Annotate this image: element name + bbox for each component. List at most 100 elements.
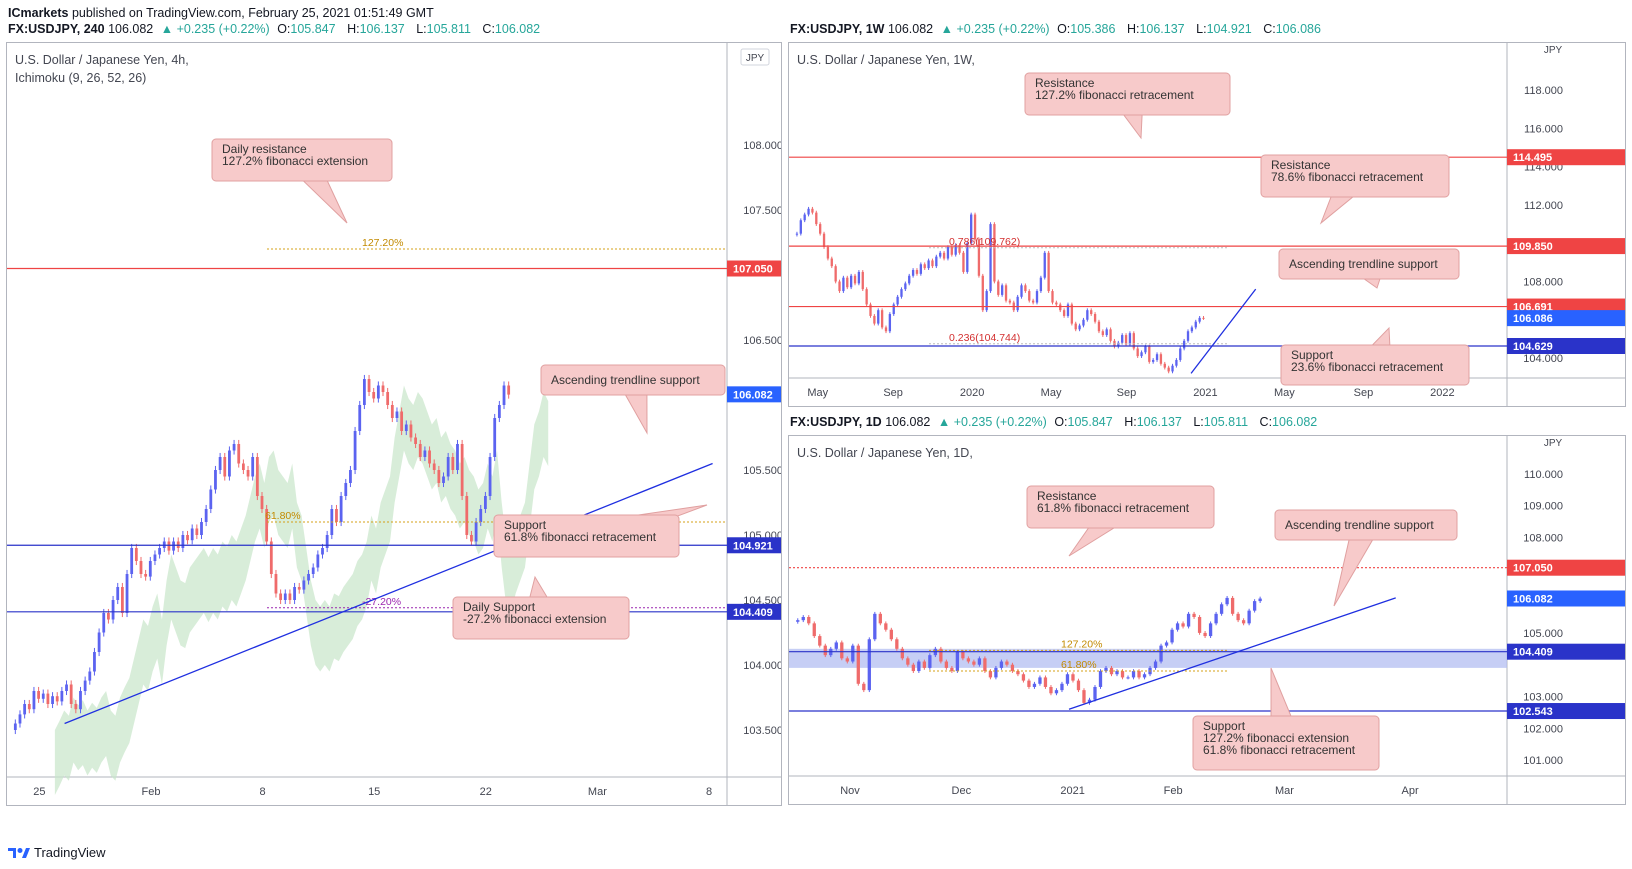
candle-body [939,252,942,257]
level-tag [727,260,781,277]
candle-body [1008,300,1012,303]
candle-body [922,661,927,668]
candle-body [1016,671,1020,675]
candle-body [1082,690,1086,703]
candle-body [807,617,811,624]
candle-body [144,574,148,577]
candle-body [834,266,837,282]
level-tag [727,603,781,620]
candle-body [958,245,961,253]
d1-low: L:105.811 [1193,415,1249,429]
candle-body [1171,365,1174,372]
candle-body [846,277,849,288]
candle-body [849,275,853,288]
callout-box [211,138,393,182]
candle-body [1093,686,1097,700]
h4-symbol: FX:USDJPY, 240 [8,22,105,36]
callout-text: Ascending trendline support [551,373,700,387]
x-tick-label: 8 [260,786,266,798]
y-tick-label: 108.000 [1523,276,1563,288]
candle-body [803,214,806,221]
candle-body [1010,664,1015,672]
candle-body [414,437,417,444]
candle-body [311,567,315,574]
x-tick-label: 2021 [1193,387,1217,399]
candle-body [93,652,96,672]
candle-body [857,271,861,284]
candle-body [307,574,310,581]
h4-change: ▲ +0.235 (+0.22%) [160,22,270,36]
candle-body [1214,613,1218,624]
last-price-label: 106.082 [733,389,773,401]
candle-body [255,457,259,496]
candle-body [362,379,366,405]
candle-body [335,509,338,522]
h4-chart-svg[interactable]: JPY108.000107.500106.500105.500105.00010… [7,43,782,806]
candle-body [18,714,22,724]
candle-body [1159,354,1163,364]
candle-body [927,260,930,269]
d1-open: O:105.847 [1054,415,1113,429]
candle-body [966,658,971,662]
candle-body [1182,340,1186,349]
chart-panel-4h[interactable]: U.S. Dollar / Japanese Yen, 4h, Ichimoku… [6,42,782,806]
candle-body [1070,304,1074,324]
candle-body [418,444,422,457]
candle-body [1038,677,1042,684]
x-tick-label: Mar [588,786,607,798]
candle-body [1051,291,1054,303]
candle-body [97,632,101,652]
h4-chart-title: U.S. Dollar / Japanese Yen, 4h, [15,53,189,67]
x-tick-label: May [1274,387,1295,399]
callout-text: 127.2% fibonacci extension [222,154,368,168]
callout-box [1274,509,1458,541]
candle-body [911,664,915,672]
callout-text: Resistance [1037,489,1097,503]
d1-chart-svg[interactable]: JPY 110.000 109.000 108.000 105.000 103.000 10… [789,436,1626,805]
candle-body [74,704,78,710]
y-tick-label: 105.500 [743,465,782,477]
candle-body [269,541,273,574]
candle-body [134,548,138,561]
candle-body [400,411,404,431]
candle-body [120,587,124,613]
candle-body [1159,645,1163,662]
candle-body [950,247,953,255]
candle-body [1016,296,1019,311]
candle-body [428,450,431,464]
candle-body [1197,617,1202,633]
h4-last: 106.082 [108,22,154,36]
chart-panel-1d[interactable]: U.S. Dollar / Japanese Yen, 1D, JPY 110.0… [788,435,1626,805]
chart-panel-1w[interactable]: U.S. Dollar / Japanese Yen, 1W, JPY 118.0… [788,42,1626,407]
candle-body [950,667,954,672]
candle-body [288,593,292,600]
candle-body [1082,319,1085,326]
candle-body [826,247,830,259]
candle-body [892,304,895,315]
candle-body [1258,598,1262,602]
callout-text: Support [1291,348,1334,362]
candle-body [204,509,208,522]
candle-body [981,275,984,311]
y-tick-label: 118.000 [1524,85,1563,97]
candle-body [1117,342,1120,347]
candle-body [1059,304,1062,311]
candle-body [344,483,348,496]
w1-chart-svg[interactable]: JPY118.000116.000114.000112.000110.00010… [789,43,1626,407]
candle-body [497,405,501,418]
x-tick-label: Dec [952,785,972,797]
level-tag [1507,559,1625,576]
candle-body [1055,302,1058,305]
candle-body [246,470,250,477]
y-tick-label: 109.000 [1523,501,1563,513]
candle-body [209,489,213,509]
candle-body [1128,333,1132,345]
candle-body [896,296,899,305]
candle-body [1131,671,1136,678]
candle-body [923,264,926,269]
fib-level-label: 0.236(104.744) [949,332,1020,344]
y-tick-label: 101.000 [1523,755,1563,767]
candle-body [999,661,1004,668]
last-price-label: 106.086 [1513,313,1553,325]
candle-body [470,535,473,542]
